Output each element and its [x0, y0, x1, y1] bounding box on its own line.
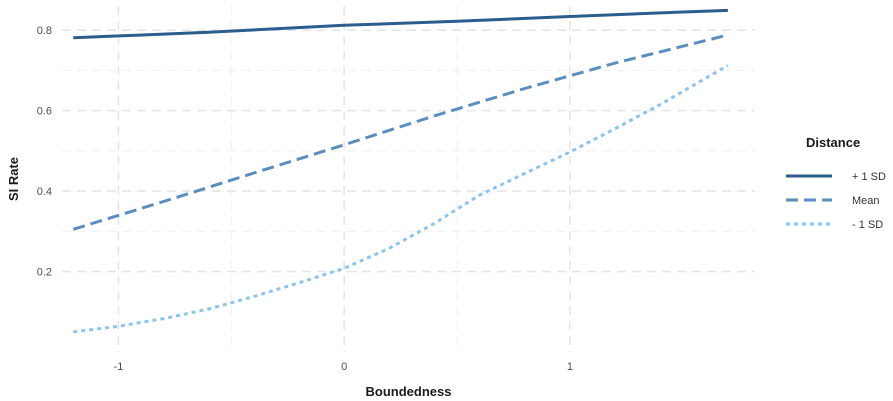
series-line [73, 8, 728, 40]
series-line [72, 33, 729, 231]
y-axis-ticks: 0.2 0.4 0.6 0.8 [37, 25, 52, 278]
series-line [73, 64, 729, 334]
legend: Distance + 1 SD Mean - 1 SD [786, 135, 886, 231]
series-lines [72, 8, 729, 334]
x-tick-label: -1 [114, 361, 124, 373]
legend-label: Mean [852, 195, 880, 207]
legend-label: + 1 SD [852, 171, 886, 183]
y-tick-label: 0.6 [37, 106, 52, 118]
x-axis-title: Boundedness [366, 384, 452, 399]
y-tick-label: 0.2 [37, 267, 52, 279]
grid [62, 6, 755, 352]
x-tick-label: 0 [341, 361, 347, 373]
y-axis-title: SI Rate [6, 157, 21, 201]
x-axis-ticks: -1 0 1 [114, 361, 573, 373]
legend-label: - 1 SD [852, 219, 883, 231]
y-tick-label: 0.4 [37, 186, 52, 198]
x-tick-label: 1 [567, 361, 573, 373]
legend-title: Distance [806, 135, 860, 150]
y-tick-label: 0.8 [37, 25, 52, 37]
